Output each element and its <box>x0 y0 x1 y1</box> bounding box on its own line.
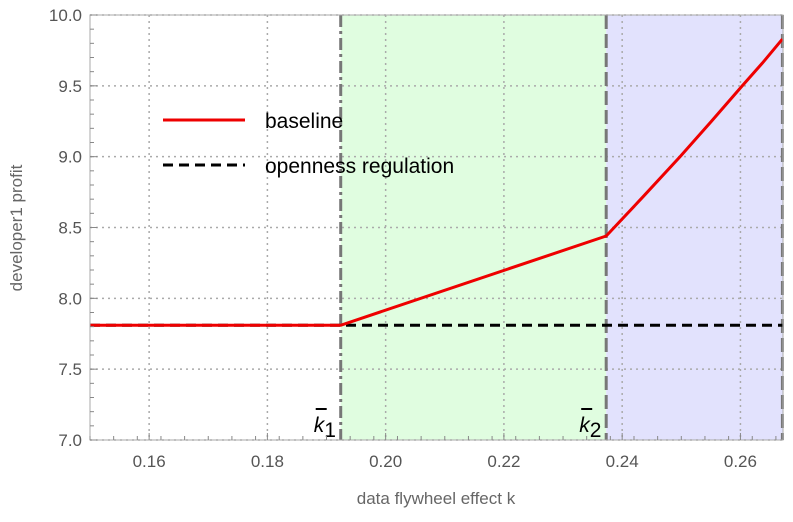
threshold-label-k2: k2 <box>579 414 601 442</box>
x-tick-label: 0.18 <box>251 452 284 471</box>
y-axis-label: developer1 profit <box>7 164 26 291</box>
legend-label: baseline <box>265 110 343 133</box>
series-line-baseline <box>90 38 784 327</box>
x-tick-label: 0.24 <box>606 452 639 471</box>
y-tick-label: 9.5 <box>58 77 82 96</box>
legend-label: openness regulation <box>265 155 454 178</box>
shaded-region-1 <box>340 15 607 440</box>
shaded-region-2 <box>606 15 783 440</box>
threshold-label-k1: k1 <box>314 414 336 442</box>
x-tick-label: 0.16 <box>133 452 166 471</box>
y-tick-label: 8.0 <box>58 289 82 308</box>
x-axis-label: data flywheel effect k <box>357 489 516 508</box>
x-tick-label: 0.26 <box>724 452 757 471</box>
x-tick-label: 0.22 <box>487 452 520 471</box>
y-tick-label: 8.5 <box>58 219 82 238</box>
y-tick-label: 7.0 <box>58 431 82 450</box>
y-tick-label: 10.0 <box>49 6 82 25</box>
y-tick-label: 9.0 <box>58 148 82 167</box>
y-tick-label: 7.5 <box>58 360 82 379</box>
x-tick-label: 0.20 <box>369 452 402 471</box>
